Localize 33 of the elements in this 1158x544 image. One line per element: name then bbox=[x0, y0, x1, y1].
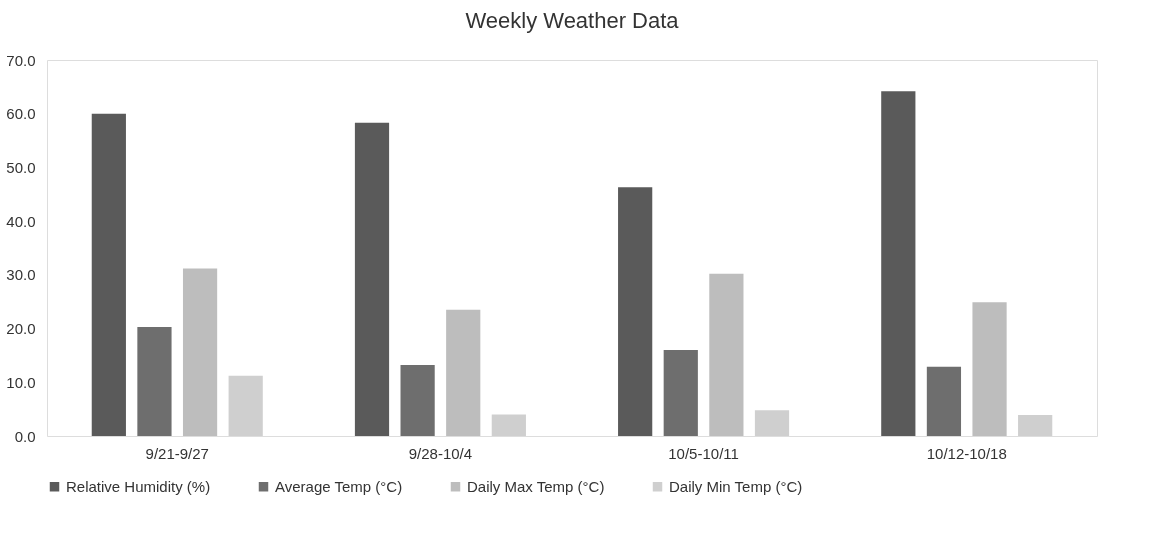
bar bbox=[491, 414, 526, 436]
legend-label: Average Temp (°C) bbox=[275, 477, 403, 495]
chart-title: Weekly Weather Data bbox=[465, 8, 680, 33]
legend-label: Daily Max Temp (°C) bbox=[467, 477, 605, 495]
bar bbox=[709, 273, 744, 436]
bar bbox=[137, 326, 172, 436]
x-tick-label: 10/5-10/11 bbox=[668, 444, 739, 462]
bar bbox=[972, 302, 1007, 436]
y-tick-label: 70.0 bbox=[6, 51, 36, 69]
y-tick-label: 60.0 bbox=[6, 105, 36, 123]
bar bbox=[91, 113, 126, 436]
y-tick-label: 0.0 bbox=[14, 427, 36, 445]
bar bbox=[663, 350, 698, 436]
x-tick-label: 9/28-10/4 bbox=[408, 444, 473, 462]
y-tick-label: 10.0 bbox=[6, 373, 36, 391]
x-tick-label: 10/12-10/18 bbox=[926, 444, 1007, 462]
bar bbox=[182, 268, 218, 436]
y-tick-label: 40.0 bbox=[6, 212, 36, 230]
bar bbox=[228, 375, 263, 436]
bar bbox=[400, 365, 435, 436]
bar bbox=[618, 187, 653, 436]
x-tick-label: 9/21-9/27 bbox=[145, 444, 209, 462]
bar bbox=[1018, 415, 1053, 436]
y-tick-label: 50.0 bbox=[6, 158, 36, 176]
y-tick-label: 20.0 bbox=[6, 320, 36, 338]
y-tick-label: 30.0 bbox=[6, 266, 36, 284]
bar bbox=[926, 366, 962, 436]
legend-label: Daily Min Temp (°C) bbox=[669, 477, 803, 495]
bar bbox=[754, 410, 790, 436]
legend-label: Relative Humidity (%) bbox=[66, 477, 211, 495]
bar bbox=[446, 309, 481, 436]
bar bbox=[881, 91, 916, 436]
bar bbox=[354, 122, 390, 436]
